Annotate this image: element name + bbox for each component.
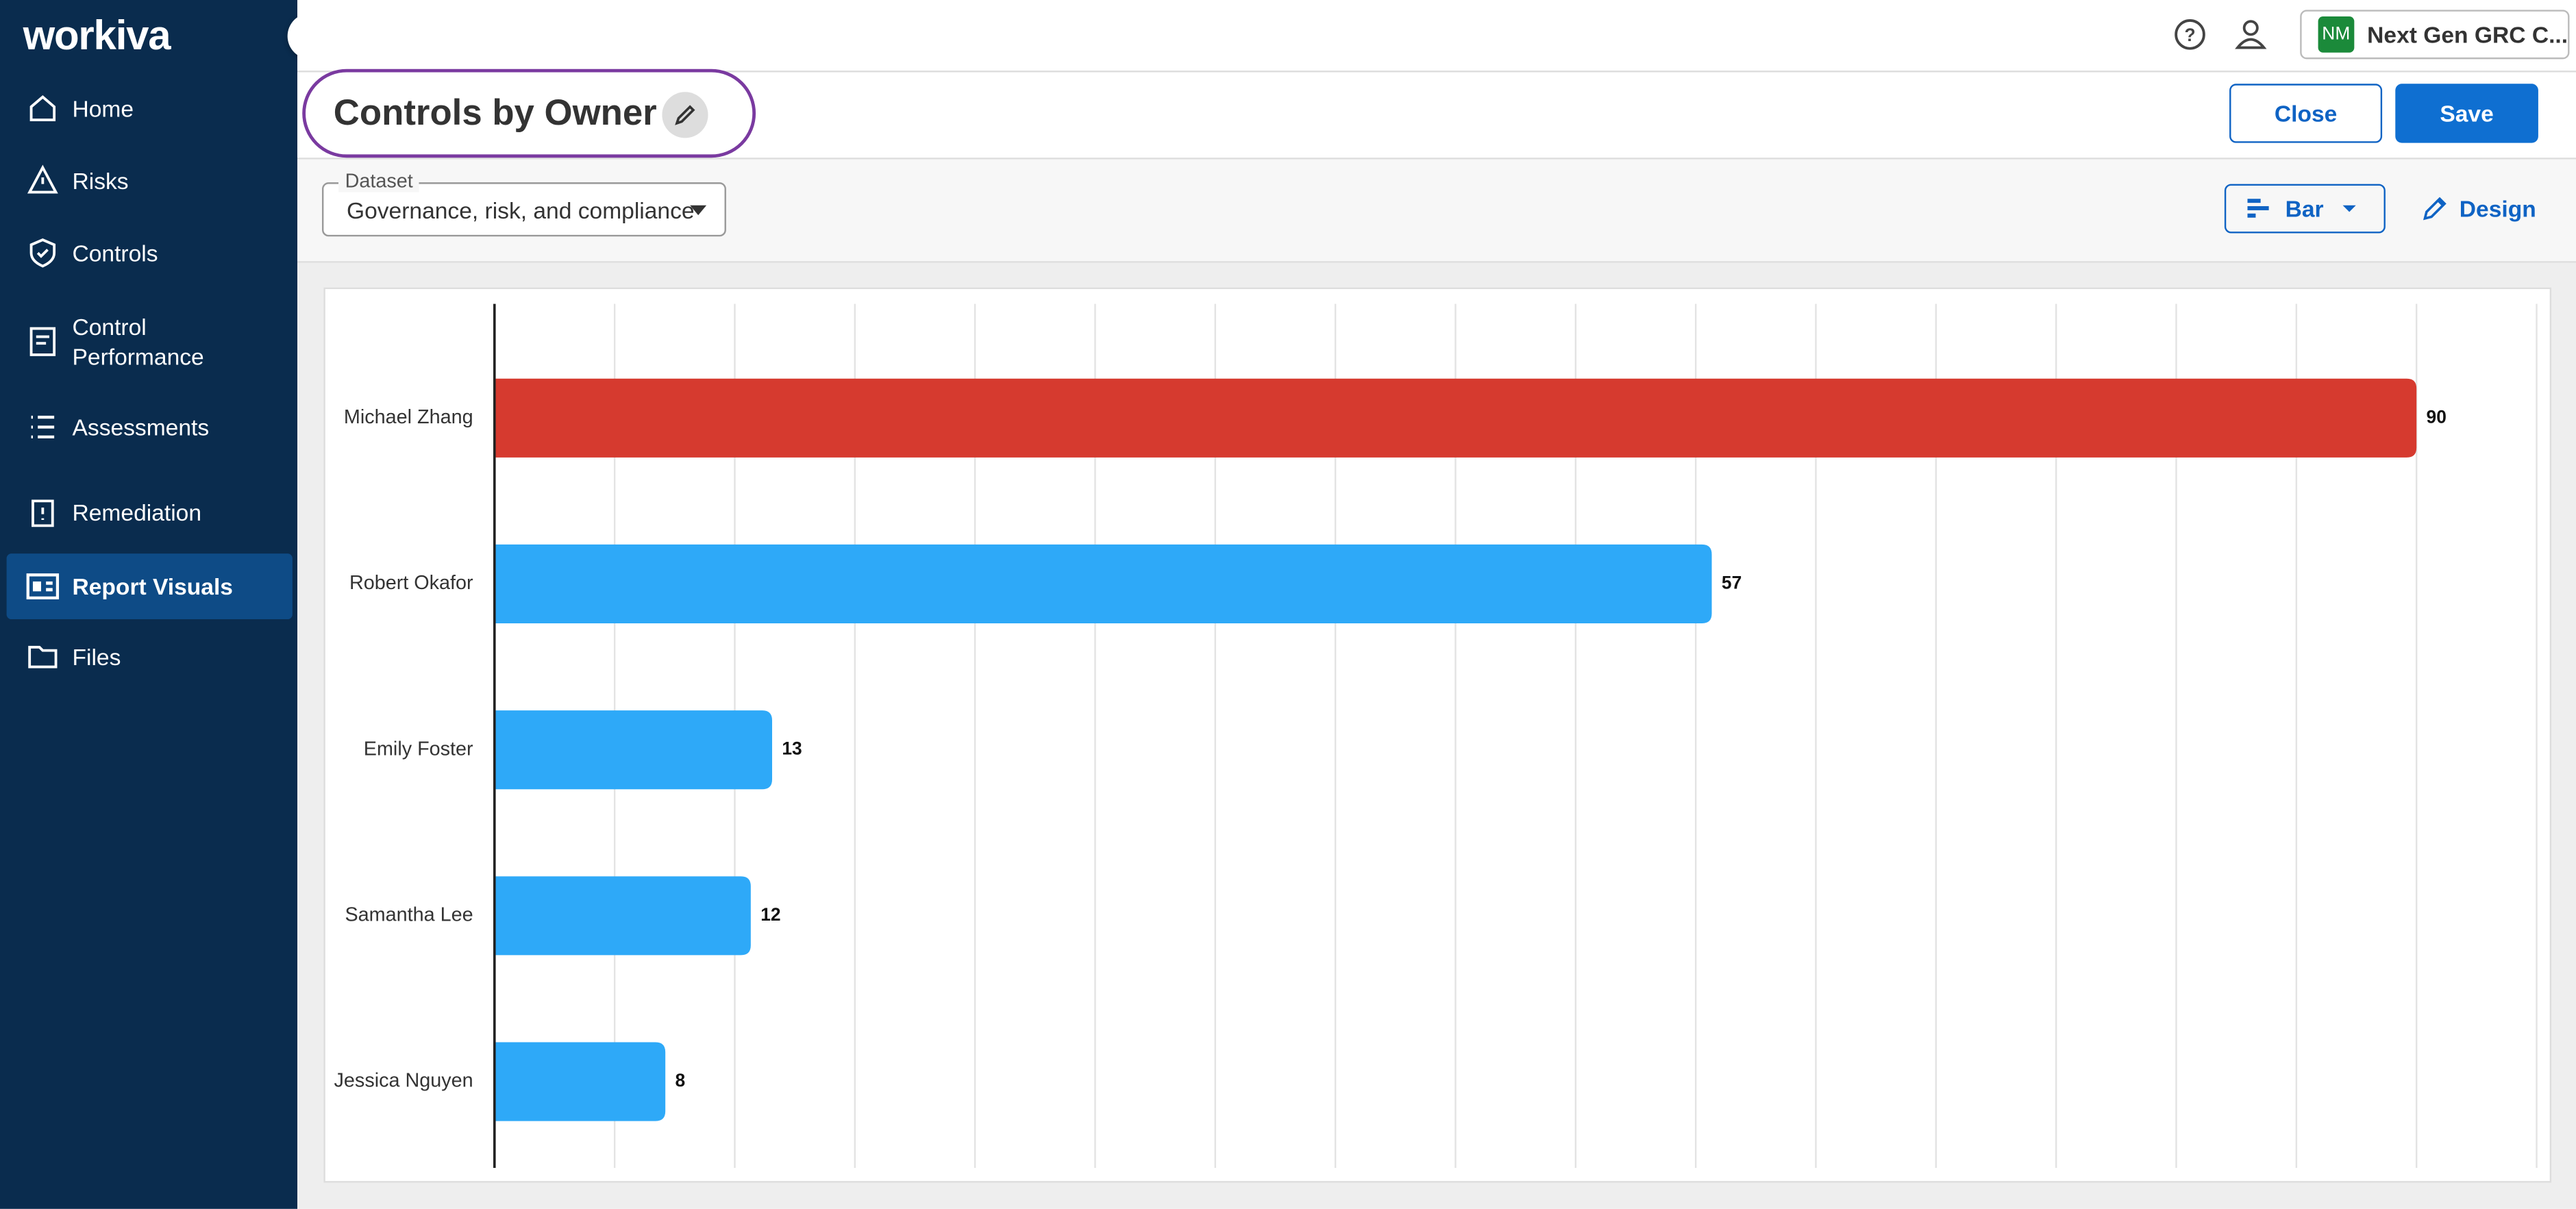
value-label: 57 xyxy=(1722,572,1742,593)
header: Controls by Owner Close Save xyxy=(297,68,2576,160)
nav-icon xyxy=(27,164,58,194)
y-tick-label: Samantha Lee xyxy=(345,903,473,925)
bar xyxy=(494,1042,666,1121)
nav-label: Remediation xyxy=(72,499,202,526)
account-initials: NM xyxy=(2318,16,2354,53)
value-label: 13 xyxy=(782,738,802,759)
bar xyxy=(494,544,1712,624)
toolbar: Dataset Governance, risk, and compliance… xyxy=(297,159,2576,263)
chart-type-select[interactable]: Bar xyxy=(2224,184,2386,234)
logo: workiva xyxy=(23,13,171,60)
y-tick-label: Jessica Nguyen xyxy=(334,1070,473,1092)
bar xyxy=(494,710,773,790)
nav-item[interactable]: Assessments xyxy=(7,404,293,450)
top-bar: ? NM Next Gen GRC C... xyxy=(297,0,2576,73)
report-title: Controls by Owner xyxy=(333,92,657,134)
account-button[interactable]: NM Next Gen GRC C... xyxy=(2300,10,2570,60)
title-highlight xyxy=(302,68,756,158)
nav-item[interactable]: Risks xyxy=(7,158,293,203)
chart-type-label: Bar xyxy=(2285,195,2324,222)
nav-label: Controls xyxy=(72,240,158,266)
nav-item[interactable]: Control Performance xyxy=(7,302,221,381)
close-button[interactable]: Close xyxy=(2229,84,2383,143)
nav-item[interactable]: Files xyxy=(7,634,293,680)
caret-icon xyxy=(690,205,707,216)
y-tick-label: Robert Okafor xyxy=(349,572,473,594)
save-button[interactable]: Save xyxy=(2395,84,2538,143)
design-icon xyxy=(2423,197,2447,221)
bar xyxy=(494,378,2417,458)
sidebar: workiva Home Risks Controls Control Perform… xyxy=(0,0,298,1209)
dataset-value: Governance, risk, and compliance xyxy=(346,197,695,224)
y-tick-label: Michael Zhang xyxy=(344,406,473,428)
nav-icon xyxy=(29,95,56,121)
y-tick-label: Emily Foster xyxy=(364,738,473,760)
nav-icon xyxy=(32,499,54,527)
nav-item[interactable]: Controls xyxy=(7,230,293,276)
nav-label: Risks xyxy=(72,167,129,194)
nav-label: Report Visuals xyxy=(72,573,233,600)
chart-card: Michael Zhang 90 Robert Okafor 57 Emily Fost… xyxy=(323,287,2552,1183)
nav-icon xyxy=(28,645,58,669)
bar-icon xyxy=(2247,199,2269,218)
value-label: 12 xyxy=(760,904,780,925)
nav-label: Home xyxy=(72,95,134,122)
caret-icon xyxy=(2342,205,2356,212)
svg-text:?: ? xyxy=(2184,25,2195,45)
nav-icon xyxy=(29,327,56,356)
value-label: 90 xyxy=(2427,406,2447,427)
nav-label: Files xyxy=(72,644,121,671)
nav-icon xyxy=(26,573,60,600)
nav-icon xyxy=(29,238,56,268)
pencil-icon xyxy=(675,105,695,125)
dataset-label: Dataset xyxy=(338,169,420,192)
nav-label: Assessments xyxy=(72,414,210,440)
nav-item[interactable]: Report Visuals xyxy=(6,553,293,620)
nav-label: Control Performance xyxy=(72,314,204,370)
top-icons: ? xyxy=(2175,19,2267,50)
account-name: Next Gen GRC C... xyxy=(2367,21,2568,48)
value-label: 8 xyxy=(676,1070,686,1090)
bar xyxy=(494,876,751,956)
dataset-select[interactable]: Dataset Governance, risk, and compliance xyxy=(322,169,726,237)
nav-item[interactable]: Remediation xyxy=(7,490,293,536)
nav-icon xyxy=(31,415,55,439)
chart: Michael Zhang 90 Robert Okafor 57 Emily Fost… xyxy=(334,303,2538,1168)
design-label: Design xyxy=(2459,195,2536,222)
edit-title-button[interactable] xyxy=(662,92,708,138)
nav-item[interactable]: Home xyxy=(7,86,293,132)
